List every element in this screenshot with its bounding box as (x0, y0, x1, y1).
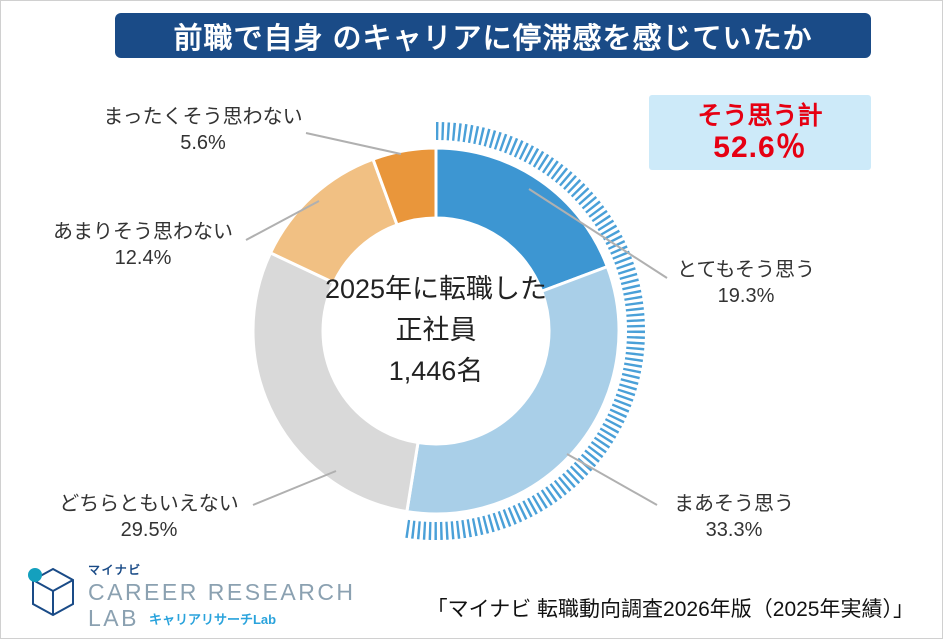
logo-cube-icon (28, 567, 74, 617)
leader-line-not-really (245, 200, 320, 241)
logo-dot (28, 568, 42, 582)
callout-not-really: あまりそう思わない 12.4% (23, 219, 263, 271)
callout-not-at-all: まったくそう思わない 5.6% (83, 104, 323, 156)
callout-label: まあそう思う (674, 493, 794, 515)
leader-line-neither (252, 470, 337, 506)
callout-value: 33.3% (705, 519, 763, 541)
source-citation: 「マイナビ 転職動向調査2026年版（2025年実績）」 (426, 598, 914, 621)
career-research-lab-logo: マイナビ CAREER RESEARCH LAB キャリアリサーチLab (27, 561, 356, 631)
logo-sub-label: キャリアリサーチLab (148, 612, 277, 627)
leader-lines (245, 132, 668, 506)
agree-total-badge: そう思う計 52.6％ (649, 95, 871, 170)
callout-label: あまりそう思わない (53, 221, 233, 243)
center-label-line3: 1,446名 (388, 356, 484, 386)
callout-neither: どちらともいえない 29.5% (29, 491, 269, 543)
callout-label: まったくそう思わない (103, 106, 303, 128)
callout-somewhat-agree: まあそう思う 33.3% (614, 491, 854, 543)
callout-value: 29.5% (120, 519, 178, 541)
donut-segment-1 (405, 264, 621, 516)
logo-lab: LAB (88, 605, 139, 631)
callout-label: とてもそう思う (677, 259, 815, 281)
leader-line-not-at-all (305, 132, 402, 155)
page-title: 前職で自身 のキャリアに停滞感を感じていたか (115, 13, 871, 58)
callout-strongly-agree: とてもそう思う 19.3% (626, 257, 866, 309)
center-label-line1: 2025年に転職した (324, 274, 548, 304)
donut-segment-2 (251, 250, 420, 514)
callout-value: 19.3% (717, 285, 775, 307)
logo-text: マイナビ CAREER RESEARCH LAB キャリアリサーチLab (88, 561, 356, 631)
donut-segment-4 (371, 146, 438, 227)
callout-value: 5.6% (180, 132, 226, 154)
chart-center-label: 2025年に転職した 正社員 1,446名 (276, 269, 596, 392)
callout-label: どちらともいえない (59, 493, 239, 515)
callout-value: 12.4% (114, 247, 172, 269)
donut-segments (251, 122, 645, 540)
logo-career-research: CAREER RESEARCH (88, 579, 356, 605)
center-label-line2: 正社員 (395, 315, 477, 345)
leader-line-strongly-agree (528, 188, 668, 279)
logo-brand: マイナビ (88, 563, 142, 577)
agree-total-label: そう思う計 (697, 101, 823, 130)
agree-total-hatched-arc (402, 122, 645, 540)
leader-line-somewhat-agree (566, 453, 658, 506)
agree-total-value: 52.6％ (713, 130, 807, 164)
